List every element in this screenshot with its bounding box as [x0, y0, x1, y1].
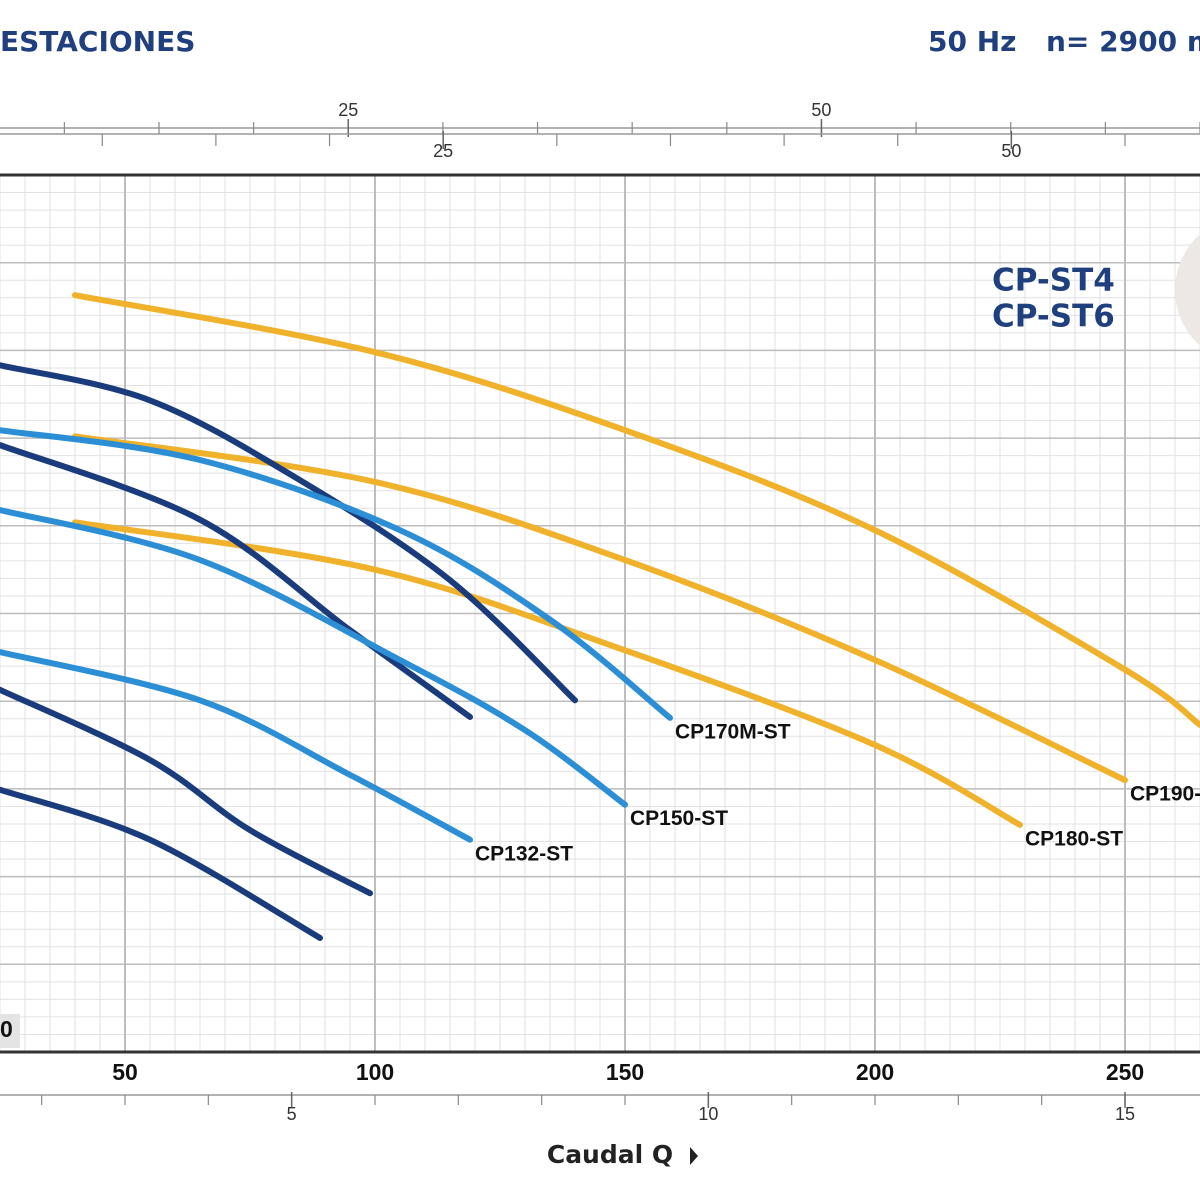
x-tick-label: 200: [856, 1059, 894, 1085]
corner-text: 0: [0, 1016, 13, 1042]
pump-curve: [0, 649, 473, 843]
corner-box: [0, 1014, 20, 1048]
pump-curve: [0, 442, 473, 720]
curve-label: CP170M-ST: [675, 720, 791, 743]
x-axis-label: Caudal Q: [547, 1140, 673, 1169]
pump-image: [1175, 234, 1200, 346]
secondary-tick-label: 5: [287, 1104, 297, 1124]
axis-arrow: [690, 1147, 698, 1165]
secondary-tick-label: 10: [698, 1104, 718, 1124]
pump-curve: [72, 292, 1200, 728]
pump-curve: [72, 519, 1023, 828]
pump-curve: [0, 427, 673, 721]
curve-label: CP132-ST: [475, 842, 573, 865]
frequency: 50 Hz: [928, 25, 1016, 58]
curve-label: CP150-ST: [630, 807, 728, 830]
model-name: CP-ST6: [992, 299, 1115, 335]
secondary-tick-label: 50: [811, 100, 831, 120]
secondary-tick-label: 25: [433, 141, 453, 161]
chart-title: ESTACIONES: [0, 25, 195, 58]
plot-area: 50 100 150 200 250 25 50 25 50 5 10 15 CP190-S CP180-…: [0, 100, 1200, 1124]
secondary-tick-label: 25: [338, 100, 358, 120]
secondary-tick-label: 15: [1115, 1104, 1135, 1124]
pump-curve: [0, 786, 323, 941]
curve-label: CP190-S: [1130, 783, 1200, 806]
x-tick-label: 50: [112, 1059, 138, 1085]
model-name: CP-ST4: [992, 263, 1115, 299]
x-tick-label: 100: [356, 1059, 394, 1085]
x-tick-label: 250: [1106, 1059, 1144, 1085]
pump-curve: [0, 686, 373, 897]
curve-label: CP180-ST: [1025, 827, 1123, 850]
pump-curve: [0, 507, 628, 808]
secondary-tick-label: 50: [1001, 141, 1021, 161]
x-tick-label: 150: [606, 1059, 644, 1085]
speed: n= 2900 m: [1046, 25, 1200, 58]
pump-curve: [0, 362, 578, 704]
